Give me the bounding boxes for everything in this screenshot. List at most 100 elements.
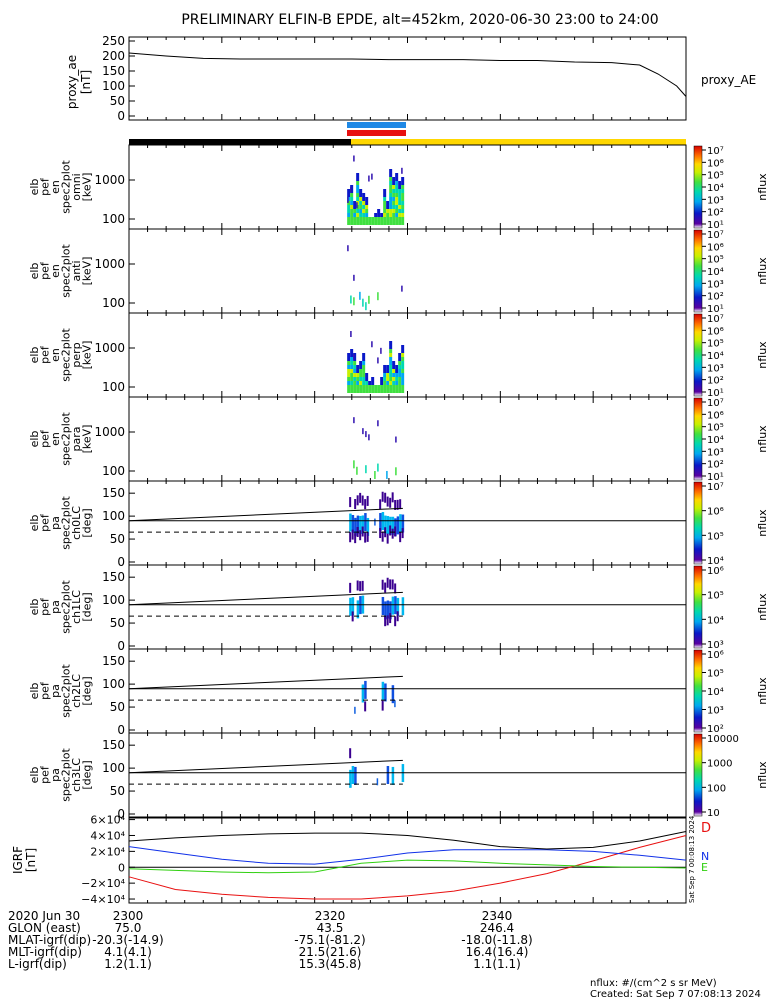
spectrogram-cell bbox=[353, 417, 355, 424]
pitch-angle-cell bbox=[379, 499, 382, 510]
footer-cell: 1.2(1.1) bbox=[104, 957, 152, 971]
spectrogram-cell bbox=[401, 345, 405, 349]
spectrogram-cell bbox=[395, 213, 399, 217]
spectrogram-ylabel-line: pef bbox=[38, 345, 51, 364]
pitch-angle-cell bbox=[396, 597, 400, 616]
spectrogram-ylabel-line: perp bbox=[70, 342, 83, 367]
spectrogram-cell bbox=[365, 389, 369, 393]
colorbar-gradient bbox=[693, 313, 703, 397]
spectrogram-cell bbox=[398, 181, 402, 185]
pitch-angle-cell bbox=[354, 499, 357, 510]
pitch-angle-cell bbox=[394, 526, 397, 537]
spectrogram-ylabel-line: elb bbox=[28, 431, 41, 448]
igrf-legend-n: N bbox=[701, 850, 709, 863]
spectrogram-cell bbox=[401, 213, 405, 217]
spectrogram-cell bbox=[383, 221, 387, 225]
spectrogram-cell bbox=[371, 389, 375, 393]
pitch-angle-cell bbox=[374, 518, 376, 526]
spectrogram-cell bbox=[386, 470, 388, 479]
spectrogram-cell bbox=[377, 221, 381, 225]
colorbar-gradient bbox=[693, 733, 703, 817]
spectrogram-cell bbox=[356, 369, 360, 373]
pitch-angle-cell bbox=[389, 579, 392, 590]
colorbar-tick-label: 10 bbox=[707, 808, 720, 819]
spectrogram-cell bbox=[383, 385, 387, 389]
pitch-angle-cell bbox=[351, 514, 355, 533]
pitch-angle-ytick-label: 150 bbox=[102, 654, 125, 668]
spectrogram-cell bbox=[398, 189, 402, 193]
spectrogram-cell bbox=[350, 205, 354, 209]
colorbar-tick-label: 10⁷ bbox=[707, 230, 724, 241]
spectrogram-ylabel-line: [keV] bbox=[80, 173, 93, 202]
spectrogram-cell bbox=[395, 377, 399, 381]
pitch-angle-ytick-label: 100 bbox=[102, 677, 125, 691]
spectrogram-cell bbox=[401, 201, 405, 205]
spectrogram-cell bbox=[365, 385, 369, 389]
colorbar-label: nflux bbox=[756, 509, 769, 537]
spectrogram-cell bbox=[347, 357, 351, 361]
spectrogram-cell bbox=[371, 377, 375, 381]
spectrogram-cell bbox=[392, 189, 396, 193]
pitch-angle-ytick-label: 150 bbox=[102, 486, 125, 500]
spectrogram-cell bbox=[377, 209, 381, 213]
pitch-angle-cell bbox=[399, 514, 402, 533]
spectrogram-cell bbox=[383, 197, 387, 201]
spectrogram-cell bbox=[359, 193, 363, 197]
pitch-angle-cell bbox=[389, 601, 392, 620]
spectrogram-cell bbox=[359, 217, 363, 221]
spectrogram-cell bbox=[374, 385, 378, 389]
spectrogram-cell bbox=[356, 377, 360, 381]
spectrogram-cell bbox=[362, 428, 364, 435]
footer-cell: 21.5(21.6) bbox=[299, 945, 362, 959]
igrf-legend-e: E bbox=[701, 861, 708, 874]
spectrogram-cell bbox=[392, 217, 396, 221]
spectrogram-cell bbox=[401, 189, 405, 193]
spectrogram-cell bbox=[356, 389, 360, 393]
spectrogram-cell bbox=[401, 167, 403, 174]
orbit-footer-table: 2020 Jun 30 2300 2320 2340 GLON (east) 75.0 43… bbox=[8, 909, 533, 971]
pitch-angle-cell bbox=[391, 579, 394, 590]
pitch-angle-cell bbox=[364, 680, 367, 699]
footer-cell: 1.1(1.1) bbox=[473, 957, 521, 971]
spectrogram-cell bbox=[347, 201, 351, 205]
spectrogram-cell bbox=[389, 217, 393, 221]
spectrogram-ylabel-line: pef bbox=[38, 177, 51, 196]
pitch-angle-ytick-label: 50 bbox=[110, 784, 125, 798]
proxy-ae-ytick-label: 0 bbox=[117, 109, 125, 123]
colorbars: 10⁷10⁶10⁵10⁴10³10²10¹nflux10⁷10⁶10⁵10⁴10… bbox=[693, 145, 769, 819]
spectrogram-ylabel-line: anti bbox=[70, 260, 83, 281]
spectrogram-cell bbox=[395, 205, 399, 209]
spectrogram-cell bbox=[398, 201, 402, 205]
spectrogram-cell bbox=[365, 302, 367, 311]
spectrogram-cell bbox=[392, 205, 396, 209]
spectrogram-cell bbox=[356, 193, 360, 197]
footer-cell: 15.3(45.8) bbox=[299, 957, 362, 971]
spectrogram-cell bbox=[380, 217, 384, 221]
spectrogram-cell bbox=[395, 221, 399, 225]
spectrogram-frame bbox=[128, 144, 687, 230]
spectrogram-cell bbox=[389, 361, 393, 365]
spectrogram-cell bbox=[383, 213, 387, 217]
spectrogram-cell bbox=[347, 389, 351, 393]
spectrogram-cell bbox=[362, 205, 366, 209]
pitch-angle-cell bbox=[394, 583, 397, 594]
pitch-angle-cell bbox=[399, 532, 402, 543]
spectrogram-cell bbox=[362, 217, 366, 221]
spectrogram-cell bbox=[395, 389, 399, 393]
pitch-angle-cell bbox=[384, 582, 387, 593]
spectrogram-cell bbox=[401, 365, 405, 369]
spectrogram-cell bbox=[395, 365, 399, 369]
spectrogram-cell bbox=[350, 353, 354, 357]
spectrogram-frame bbox=[128, 228, 687, 314]
spectrogram-cell bbox=[353, 381, 357, 385]
colorbar-tick-label: 10² bbox=[707, 724, 724, 735]
spectrogram-cell bbox=[395, 185, 399, 189]
colorbar-gradient bbox=[693, 397, 703, 481]
pitch-angle-ylabel-line: pa bbox=[49, 600, 62, 614]
spectrogram-ylabel-line: pef bbox=[38, 261, 51, 280]
